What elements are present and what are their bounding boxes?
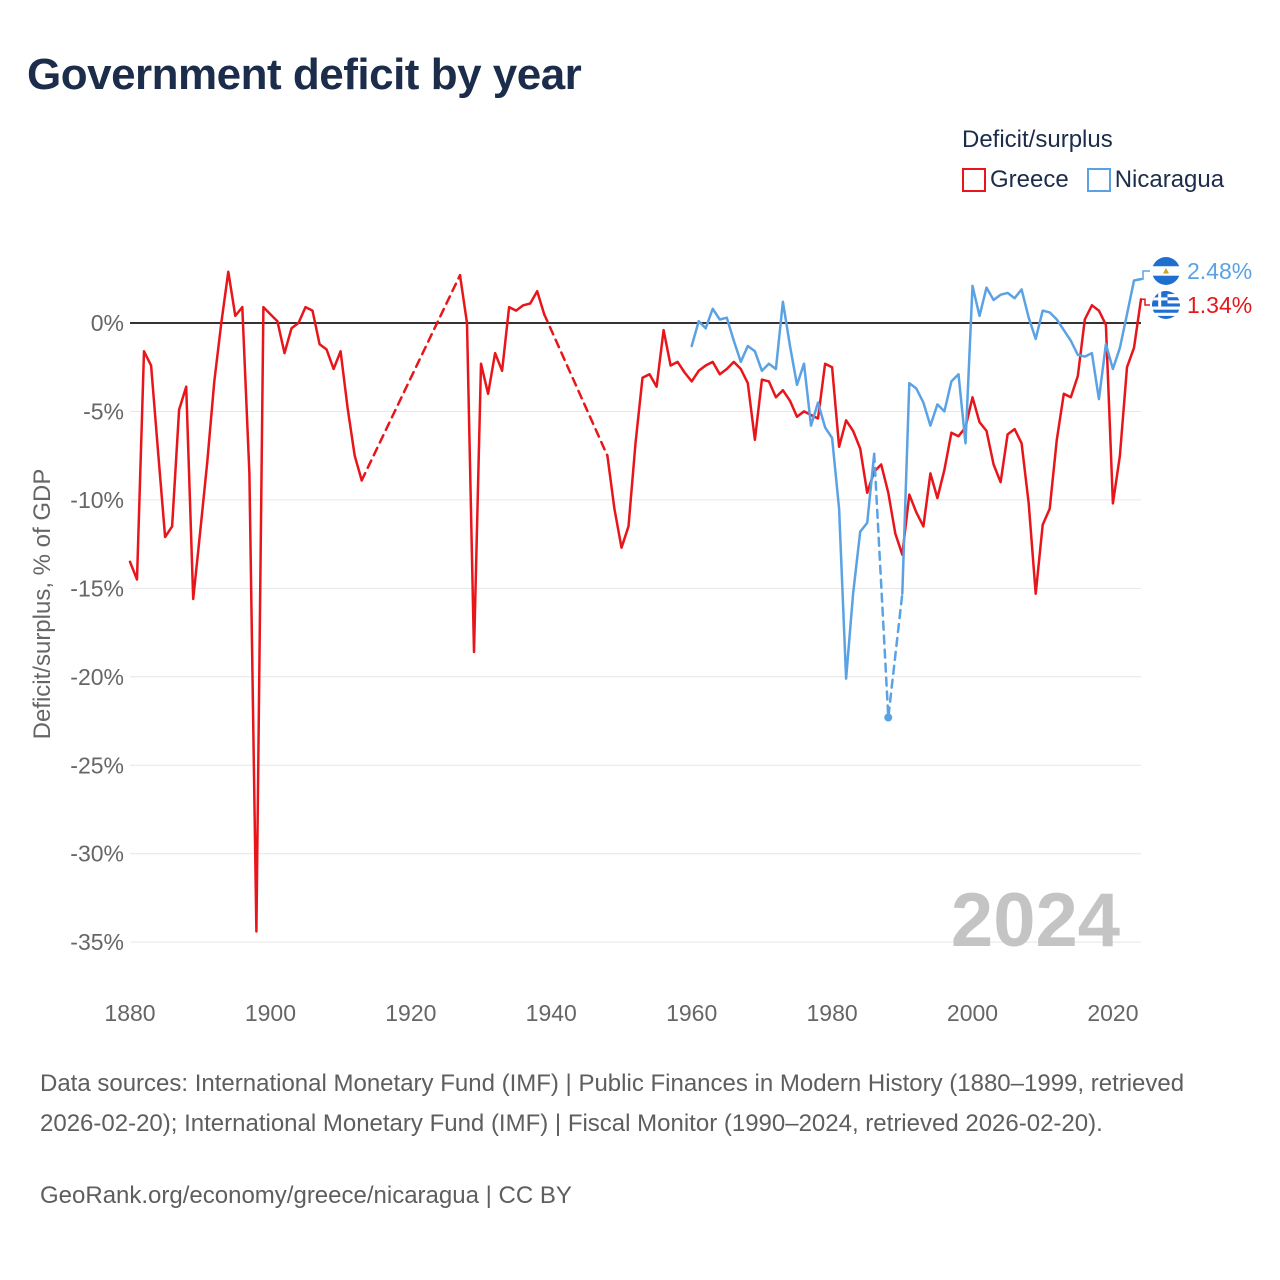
legend-swatch-nicaragua [1086,168,1111,192]
y-tick-label: -35% [70,929,124,955]
end-label-greece: 1.34% [1187,292,1252,318]
nicaragua-flag-icon [1152,257,1180,285]
legend-item-greece[interactable]: Greece [962,166,1069,194]
series-line-greece-dashed [360,273,462,482]
x-tick-label: 2020 [1087,1000,1138,1026]
series-line-nicaragua-dashed [872,452,904,719]
x-tick-label: 1880 [104,1000,155,1026]
x-tick-label: 1940 [526,1000,577,1026]
y-tick-label: -15% [70,575,124,601]
x-tick-label: 1980 [806,1000,857,1026]
chart-title: Government deficit by year [27,50,582,99]
data-sources: Data sources: International Monetary Fun… [40,1070,1185,1137]
x-tick-label: 1960 [666,1000,717,1026]
credit-link[interactable]: GeoRank.org/economy/greece/nicaragua | C… [40,1182,572,1209]
connector-nicaragua [1141,270,1150,280]
y-tick-label: -20% [70,664,124,690]
series-line-greece [128,270,363,933]
greece-flag-icon [1152,291,1180,319]
end-label-nicaragua: 2.48% [1187,258,1252,284]
legend-label-nicaragua: Nicaragua [1114,166,1225,193]
x-tick-label: 1920 [385,1000,436,1026]
legend-title: Deficit/surplus [962,126,1113,153]
y-tick-label: -10% [70,487,124,513]
x-tick-label: 2000 [947,1000,998,1026]
y-tick-label: 0% [91,310,124,336]
series-line-greece [458,273,546,654]
connector-greece [1141,298,1150,306]
data-point-nicaragua [884,713,893,722]
y-tick-label: -5% [83,398,124,424]
y-tick-label: -25% [70,752,124,778]
series-line-nicaragua [690,300,876,680]
legend-label-greece: Greece [990,166,1069,193]
y-axis-label: Deficit/surplus, % of GDP [29,469,56,740]
series-line-greece [606,298,1143,595]
series-line-nicaragua [901,277,1143,595]
x-tick-label: 1900 [245,1000,296,1026]
year-watermark: 2024 [951,878,1120,963]
series-line-greece-dashed [542,312,609,457]
y-tick-label: -30% [70,841,124,867]
legend-swatch-greece [962,168,986,192]
legend-item-nicaragua[interactable]: Nicaragua [1086,166,1225,194]
legend: Greece Nicaragua [962,166,1224,194]
